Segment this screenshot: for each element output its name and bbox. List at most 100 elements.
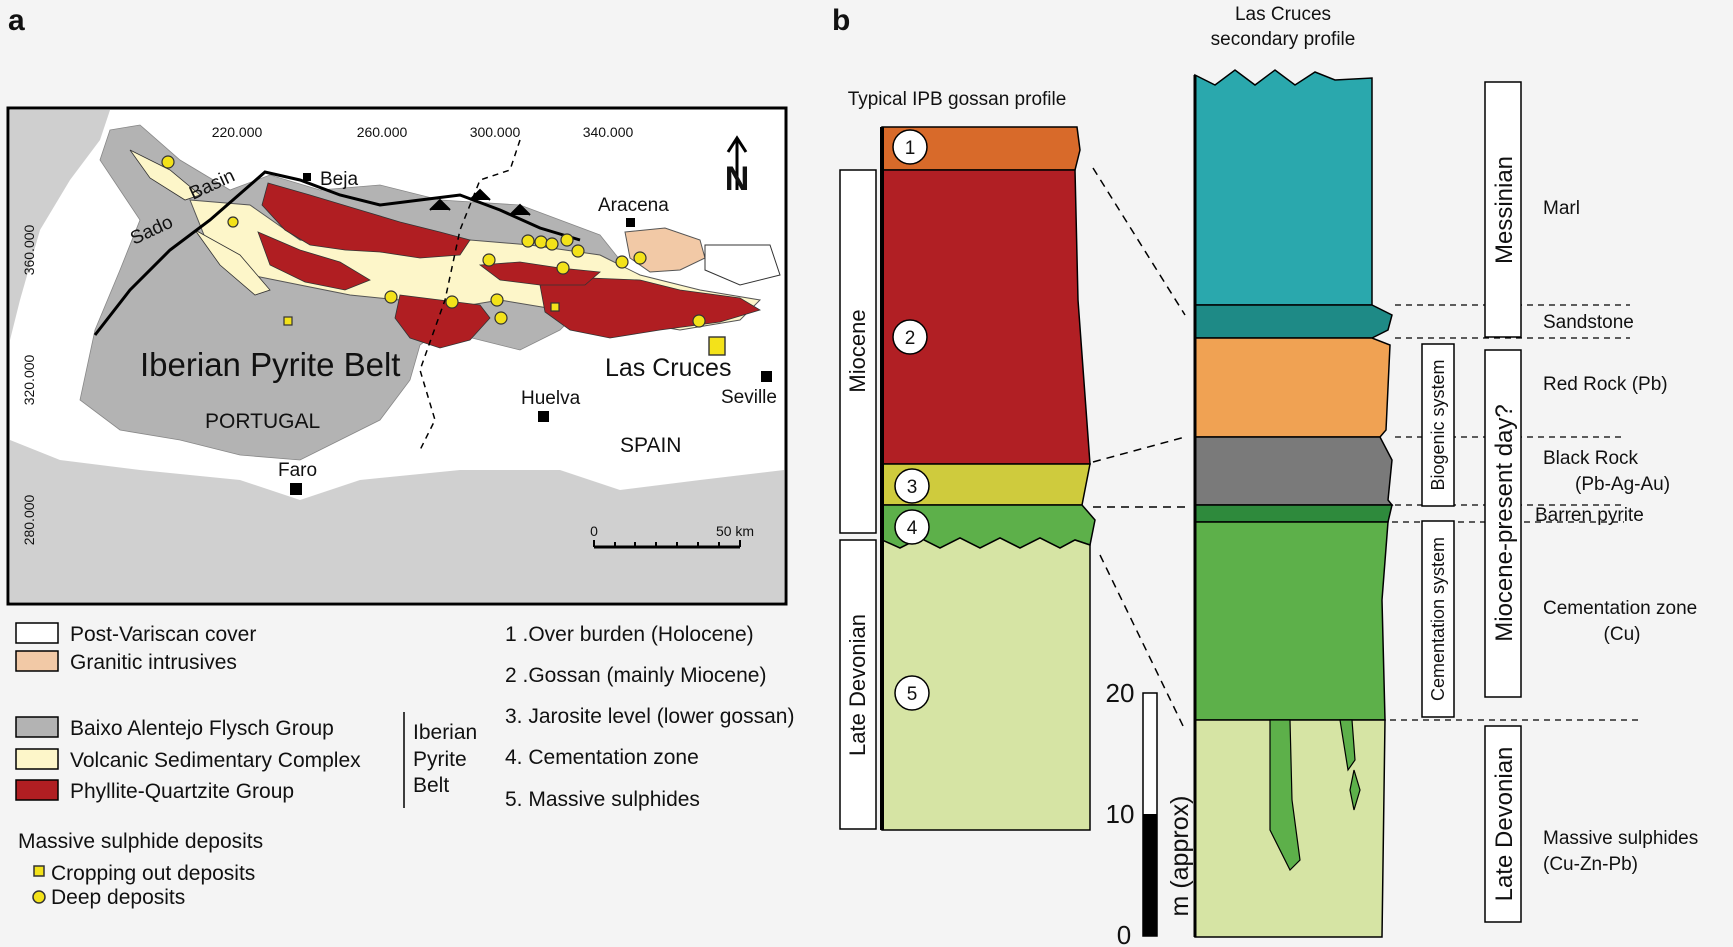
phyllite-area-1 — [261, 182, 471, 259]
las-cruces-marker — [708, 336, 726, 356]
depth-tick-10: 10 — [1106, 799, 1135, 829]
unit-black-rock: Black Rock — [1543, 448, 1639, 469]
volcanic-strip-west — [194, 229, 271, 296]
layer-black-rock — [1194, 436, 1394, 506]
scale-start-label: 0 — [590, 523, 598, 539]
typical-profile-column: 1 2 3 4 5 — [880, 126, 1096, 831]
spain-label: SPAIN — [620, 434, 681, 457]
age-box-miocene-present — [1484, 349, 1522, 698]
legend-granitic: Granitic intrusives — [70, 651, 237, 674]
correlation-lines — [1092, 167, 1186, 731]
panel-a-letter: a — [8, 4, 25, 37]
scale-end-label: 50 km — [716, 523, 754, 539]
numbered-5: 5. Massive sulphides — [505, 788, 700, 811]
legend-swatch-flysch — [15, 716, 59, 738]
biogenic-system-label: Biogenic system — [1428, 359, 1448, 490]
coord-left-280: 280.000 — [21, 494, 37, 545]
beja-label: Beja — [320, 169, 358, 190]
layer-number-5: 5 — [907, 684, 918, 705]
unit-black-rock-metals: (Pb-Ag-Au) — [1575, 474, 1670, 495]
unit-cementation-metal: (Cu) — [1604, 624, 1641, 645]
legend-flysch: Baixo Alentejo Flysch Group — [70, 717, 334, 740]
legend-swatch-cropping — [33, 865, 45, 877]
coord-top-300: 300.000 — [470, 124, 521, 140]
ocean-west — [10, 110, 110, 340]
layer-number-5-circle — [894, 675, 930, 711]
deep-deposit — [384, 290, 398, 304]
age-messinian: Messinian — [1491, 156, 1518, 264]
coord-top-340: 340.000 — [583, 124, 634, 140]
deep-deposit — [490, 293, 504, 307]
layer-number-2-circle — [892, 319, 928, 355]
scale-bar-ticks — [593, 540, 741, 547]
coord-top-220: 220.000 — [212, 124, 263, 140]
thrust-line — [93, 170, 581, 336]
unit-massive-sulphides: Massive sulphides — [1543, 828, 1698, 849]
map-scale-bar: 0 50 km — [590, 523, 754, 549]
correlation-line — [1092, 436, 1186, 463]
las-cruces-title-2: secondary profile — [1211, 29, 1356, 50]
numbered-3: 3. Jarosite level (lower gossan) — [505, 705, 794, 728]
aracena-label: Aracena — [598, 195, 669, 216]
layer-marl — [1194, 69, 1373, 306]
typical-profile-title: Typical IPB gossan profile — [848, 89, 1067, 110]
north-arrow: N — [725, 135, 750, 198]
portugal-label: PORTUGAL — [205, 410, 320, 433]
legend-cropping: Cropping out deposits — [51, 862, 255, 885]
age-box-late-devonian-right — [1484, 725, 1522, 923]
las-cruces-label: Las Cruces — [605, 354, 731, 382]
age-miocene: Miocene — [845, 309, 870, 392]
age-miocene-present: Miocene-present day? — [1491, 404, 1518, 641]
hatched-area — [704, 244, 781, 286]
coord-left-360: 360.000 — [21, 224, 37, 275]
beja-marker — [303, 173, 311, 181]
depth-scale: 20 10 0 m (approx) — [1106, 678, 1194, 947]
unit-marl: Marl — [1543, 198, 1580, 219]
deep-deposit — [161, 155, 175, 169]
map-legend: Post-Variscan cover Granitic intrusives … — [15, 622, 794, 909]
age-box-late-devonian — [839, 539, 877, 830]
cementation-tongue — [1339, 719, 1356, 772]
las-cruces-title-1: Las Cruces — [1235, 4, 1331, 25]
legend-swatch-phyllite — [15, 779, 59, 801]
layer-number-3-circle — [894, 468, 930, 504]
huelva-marker — [538, 411, 549, 422]
numbered-4: 4. Cementation zone — [505, 746, 699, 769]
depth-scale-lower — [1143, 814, 1157, 936]
layer-gossan — [881, 169, 1091, 465]
legend-ipb-3: Belt — [413, 774, 449, 797]
layer-number-4: 4 — [907, 518, 918, 539]
legend-ipb-1: Iberian — [413, 721, 477, 744]
layer-cementation-zone — [1194, 521, 1389, 721]
deep-deposit — [534, 235, 548, 249]
layer-number-markers: 1 2 3 4 5 — [892, 129, 930, 711]
deep-deposit — [227, 216, 239, 228]
coord-left-320: 320.000 — [21, 354, 37, 405]
panel-b-letter: b — [832, 4, 850, 37]
legend-swatch-volcanic — [15, 748, 59, 770]
phyllite-area-5 — [478, 261, 601, 286]
deep-deposits — [161, 155, 706, 328]
border-line — [419, 139, 521, 451]
iberian-pyrite-belt-label: Iberian Pyrite Belt — [140, 346, 400, 383]
depth-scale-label: m (approx) — [1166, 796, 1194, 917]
correlation-line — [1092, 167, 1186, 316]
depth-tick-0: 0 — [1117, 920, 1131, 947]
legend-deposits-title: Massive sulphide deposits — [18, 830, 263, 853]
deep-deposit — [560, 233, 574, 247]
seville-marker — [761, 371, 772, 382]
deep-deposit — [556, 261, 570, 275]
cropping-deposit — [283, 316, 293, 326]
legend-swatch-granitic — [15, 650, 59, 672]
layer-number-3: 3 — [907, 477, 918, 498]
unit-labels: Marl Sandstone Red Rock (Pb) Black Rock … — [1535, 198, 1698, 875]
legend-swatch-post-variscan — [15, 622, 59, 644]
layer-red-rock — [1194, 337, 1391, 438]
deep-deposit — [445, 295, 459, 309]
faro-marker — [290, 483, 302, 495]
deep-deposit — [494, 311, 508, 325]
deep-deposit — [545, 237, 559, 251]
north-label: N — [725, 160, 750, 198]
legend-ipb-2: Pyrite — [413, 748, 467, 771]
legend-volcanic: Volcanic Sedimentary Complex — [70, 749, 361, 772]
